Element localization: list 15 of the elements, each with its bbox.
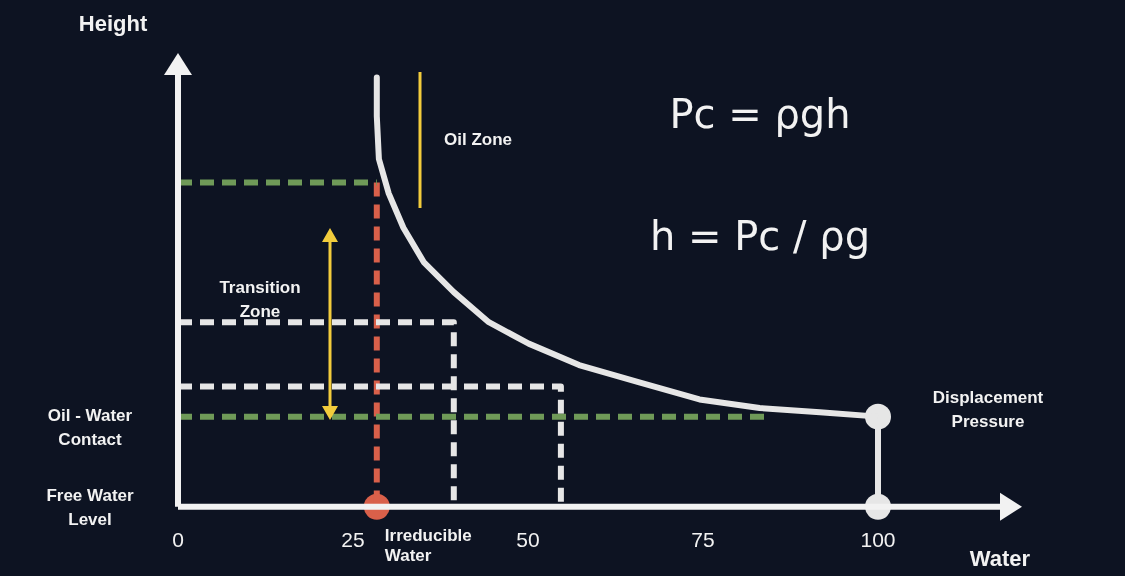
x-tick-label: 25 <box>341 528 365 552</box>
x-tick-label: 75 <box>691 528 715 552</box>
annotation: Irreducible Water <box>384 526 472 566</box>
x-tick-label: 100 <box>860 528 896 552</box>
annotation: Pc = ρgh <box>669 91 851 138</box>
annotation: Oil Zone <box>444 129 512 149</box>
text: Displacement Pressure <box>932 387 1044 431</box>
annotation: h = Pc / ρg <box>649 213 871 260</box>
x-tick-label: 50 <box>516 528 540 552</box>
annotation: Transition Zone <box>219 277 301 321</box>
y-axis-title: Height <box>78 11 148 37</box>
x-axis-title: Water <box>969 546 1031 572</box>
text: Free Water Level <box>46 485 134 529</box>
x-tick-label: 0 <box>172 528 184 552</box>
text: Oil - Water Contact <box>47 405 133 449</box>
